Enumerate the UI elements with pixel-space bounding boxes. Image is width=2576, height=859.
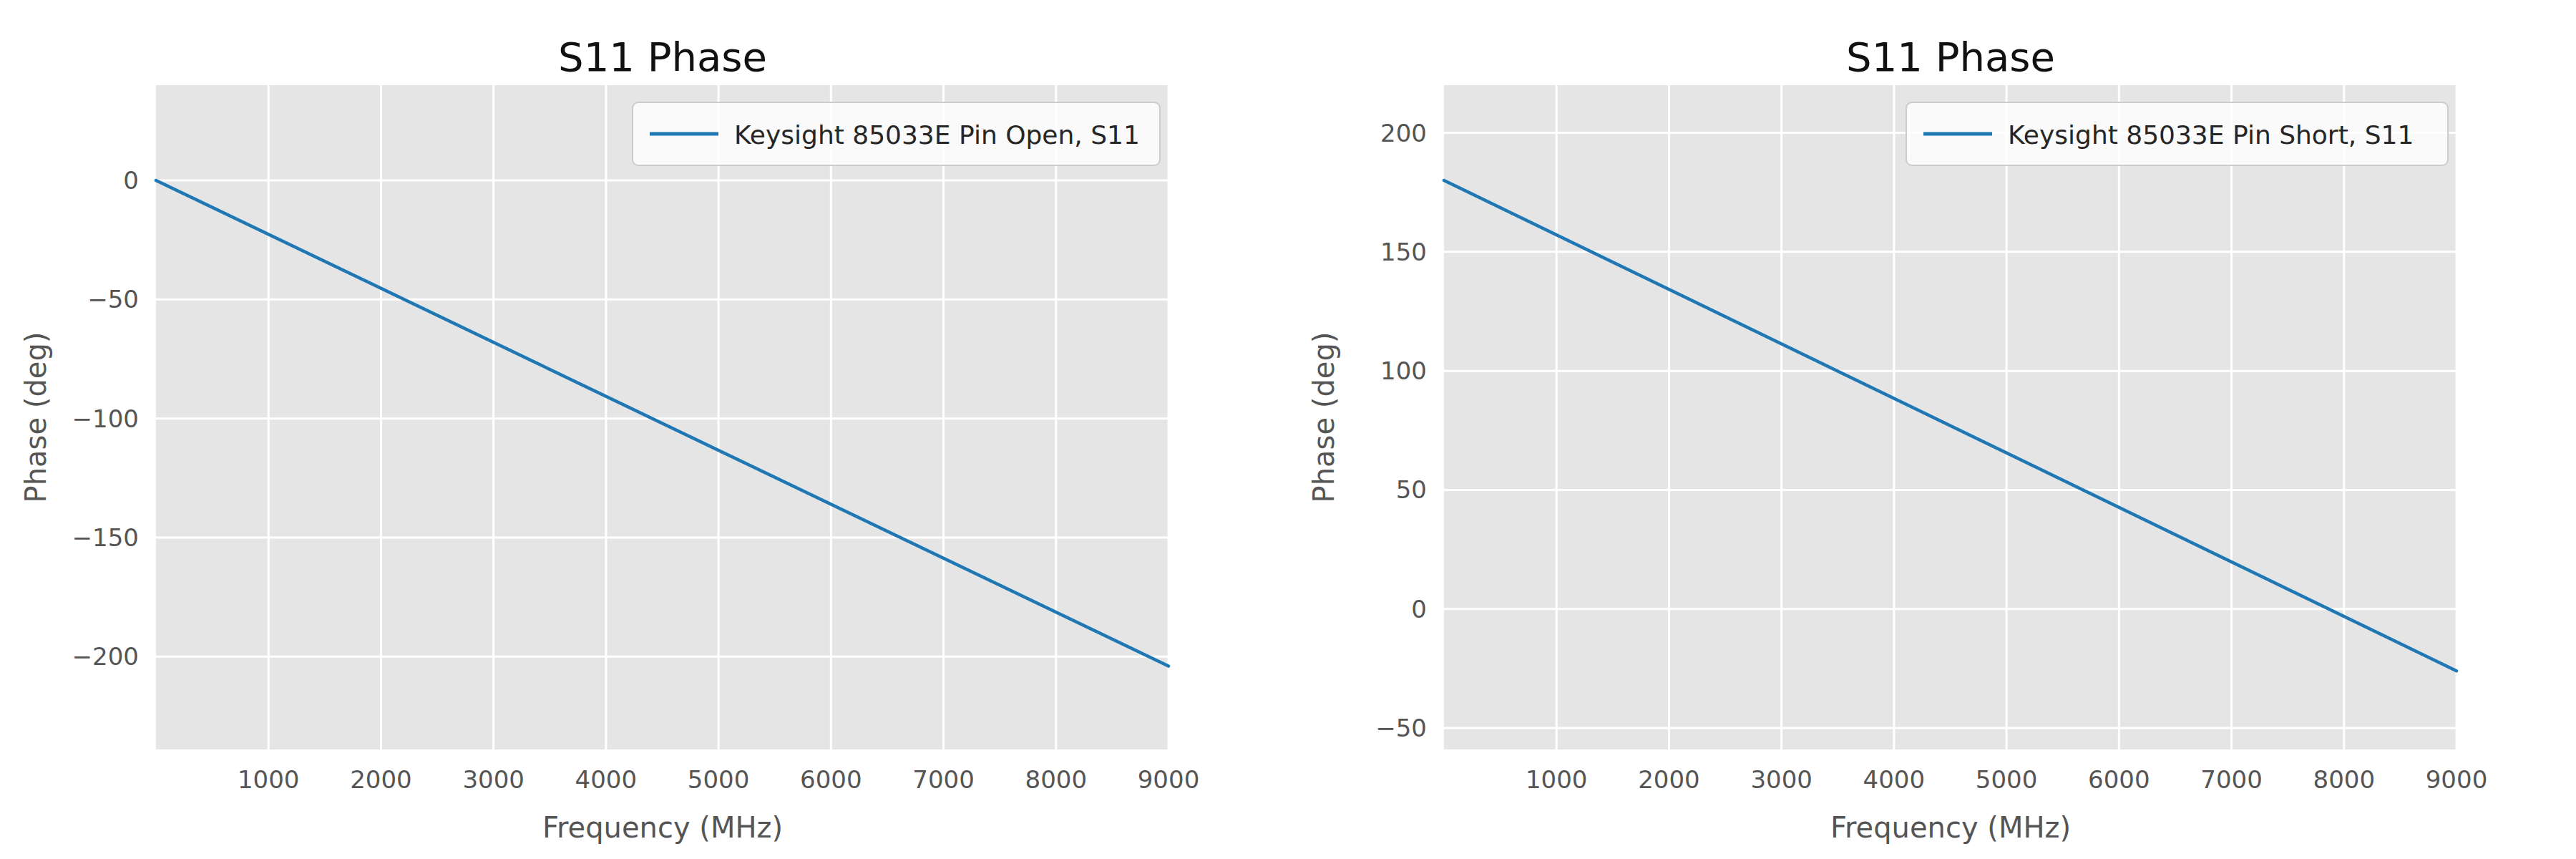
x-tick-label: 6000 [800,765,862,794]
legend-label: Keysight 85033E Pin Open, S11 [734,120,1140,150]
x-tick-label: 9000 [2426,765,2488,794]
plot-short: 1000200030004000500060007000800090002001… [1288,0,2576,859]
x-tick-label: 3000 [1750,765,1813,794]
plot-layer-open: 1000 2000 3000 4000 5000 6000 7000 8000 9000 0 −50… [72,85,1200,794]
chart-title: S11 Phase [558,34,767,80]
y-tick-label: 100 [1380,356,1427,385]
plot-layer-short: 1000200030004000500060007000800090002001… [1375,85,2487,794]
x-axis-label: Frequency (MHz) [1830,811,2071,844]
x-tick-label: 1000 [238,765,300,794]
y-axis-label: Phase (deg) [19,332,52,503]
x-tick-label: 8000 [2313,765,2376,794]
y-tick-label: 150 [1380,238,1427,266]
x-tick-label: 9000 [1138,765,1200,794]
legend: Keysight 85033E Pin Open, S11 [633,102,1160,165]
x-tick-label: 6000 [2088,765,2150,794]
chart-title: S11 Phase [1846,34,2055,80]
x-axis-label: Frequency (MHz) [542,811,783,844]
x-tick-label: 4000 [575,765,638,794]
x-tick-label: 1000 [1526,765,1588,794]
chart-panel-short: 1000200030004000500060007000800090002001… [1288,0,2576,859]
y-tick-label: 0 [1411,595,1427,623]
legend: Keysight 85033E Pin Short, S11 [1906,102,2448,165]
y-tick-label: −50 [87,285,139,314]
y-tick-label: 200 [1380,119,1427,147]
plot-background [156,85,1169,749]
y-tick-label: 0 [123,166,139,195]
y-tick-label: −100 [72,404,139,433]
x-tick-label: 8000 [1025,765,1088,794]
x-tick-label: 4000 [1863,765,1926,794]
figure-canvas: 1000200030004000500060007000800090000−50… [0,0,2576,859]
y-tick-label: −200 [72,642,139,671]
x-tick-label: 7000 [2200,765,2263,794]
y-tick-label: −50 [1375,714,1427,742]
chart-panel-open: 1000 2000 3000 4000 5000 6000 7000 8000 9000 0 −50… [0,0,1288,859]
y-axis-label: Phase (deg) [1307,332,1340,503]
x-tick-label: 2000 [1638,765,1700,794]
x-tick-label: 5000 [688,765,750,794]
x-tick-label: 5000 [1976,765,2038,794]
y-tick-label: −150 [72,523,139,552]
plot-background [1444,85,2457,749]
x-tick-label: 2000 [350,765,412,794]
x-tick-label: 7000 [912,765,975,794]
plot-open: 1000 2000 3000 4000 5000 6000 7000 8000 9000 0 −50… [0,0,1288,859]
x-tick-label: 3000 [462,765,525,794]
legend-label: Keysight 85033E Pin Short, S11 [2008,120,2414,150]
y-tick-label: 50 [1396,475,1427,504]
